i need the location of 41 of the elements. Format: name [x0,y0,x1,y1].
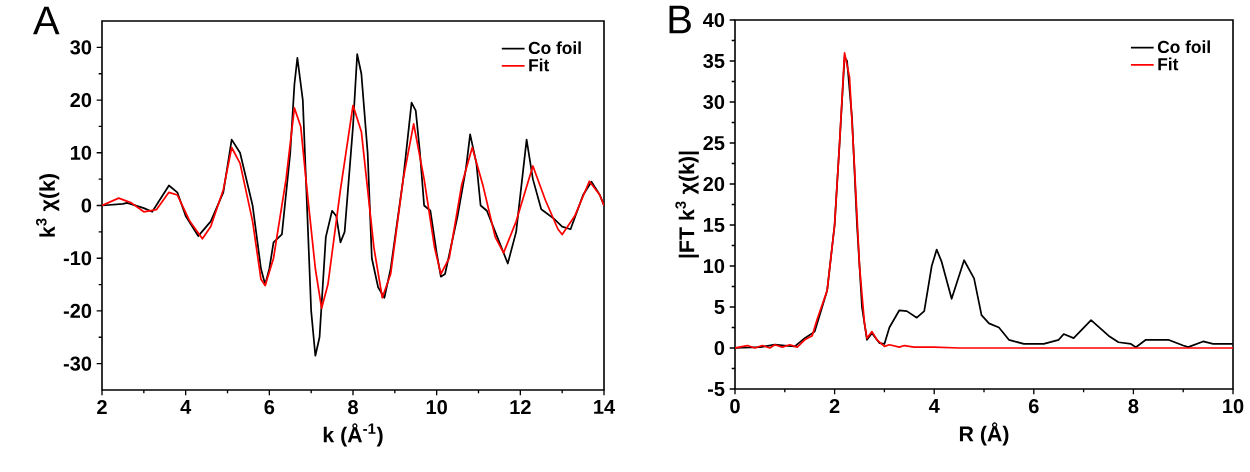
x-tick-label: 2 [829,399,840,414]
y-axis-title: |FT k$^{3}$ χ(k)| [675,151,699,258]
legend-label: Fit [1158,57,1179,71]
x-tick-label: 0 [730,399,740,414]
y-tick-label: -20 [63,303,92,318]
legend-label: Fit [529,58,550,72]
y-tick-label: 20 [70,92,92,108]
y-tick-label: 35 [703,53,725,69]
line-series [102,104,605,310]
y-axis-title: k$^{3}$ χ(k) [36,174,60,237]
y-tick-label: -5 [707,382,725,396]
y-tick-label: 15 [703,218,725,232]
legend-label: Co foil [1157,40,1210,54]
x-tick-label: 12 [510,400,531,415]
x-tick-label: 2 [97,400,107,415]
y-tick-label: 10 [703,258,725,274]
y-tick-label: 30 [70,40,92,55]
x-tick-label: 6 [264,400,275,415]
y-tick-label: 10 [70,145,92,160]
y-tick-label: 20 [703,176,725,192]
x-tick-label: 14 [594,400,616,414]
y-tick-label: 30 [703,94,725,110]
x-tick-label: 4 [928,399,940,413]
x-tick-label: 8 [348,400,358,415]
y-tick-label: 25 [703,135,725,151]
x-tick-label: 10 [1223,399,1244,414]
chart-title: B [669,5,691,34]
x-tick-label: 10 [426,400,447,415]
y-tick-label: 0 [714,340,725,356]
y-tick-label: -10 [63,251,92,266]
x-tick-label: 6 [1028,399,1039,414]
chart-title: A [33,6,60,35]
y-tick-label: 40 [703,12,725,28]
x-axis-title: R (Å) [959,422,1009,446]
x-tick-label: 8 [1128,399,1139,414]
legend-label: Co foil [528,41,581,55]
x-axis-title: k (Å$^{-1}$) [323,423,383,447]
y-tick-label: -30 [63,356,92,371]
x-tick-label: 4 [180,400,192,414]
y-tick-label: 0 [81,198,92,213]
y-tick-label: 5 [714,300,725,314]
